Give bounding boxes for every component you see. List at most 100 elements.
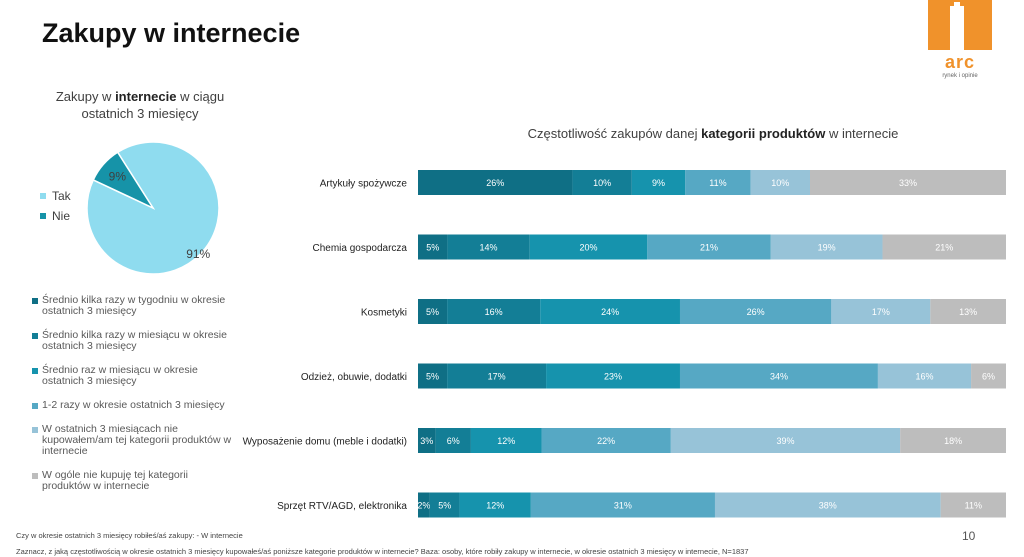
bar-segment [459, 492, 531, 518]
bar-category-label: Kosmetyki [361, 308, 407, 319]
bar-value-label: 2% [417, 501, 430, 511]
bar-segment [418, 492, 430, 518]
bar-segment [631, 170, 686, 195]
bar-legend-item: Średnio kilka razy w tygodniu w okresie … [32, 295, 232, 317]
pie-legend-label: Nie [52, 209, 71, 223]
bar-segment [900, 428, 1006, 453]
bar-title-part: w internecie [825, 126, 899, 141]
bar-value-label: 23% [604, 372, 622, 382]
bar-value-label: 39% [776, 436, 794, 446]
bar-value-label: 16% [485, 307, 503, 317]
bar-segment [679, 299, 832, 324]
bar-segment [971, 363, 1006, 389]
bar-value-label: 22% [597, 436, 615, 446]
page-title: Zakupy w internecie [42, 18, 301, 48]
bar-segment [418, 428, 436, 453]
pie-title-bold: internecie [115, 89, 177, 104]
bar-segment [685, 170, 751, 195]
bar-segment [940, 492, 1006, 518]
legend-swatch [40, 193, 46, 199]
pie-value-label: 9% [109, 170, 127, 184]
bar-value-label: 19% [818, 243, 836, 253]
bar-legend: Średnio kilka razy w tygodniu w okresie … [32, 295, 232, 505]
bar-value-label: 9% [652, 178, 665, 188]
pie-legend: Tak Nie [40, 186, 71, 226]
legend-swatch [32, 427, 38, 433]
legend-swatch [32, 368, 38, 374]
bar-segment [882, 234, 1006, 260]
bar-segment [418, 234, 448, 260]
bar-value-label: 11% [965, 501, 982, 511]
bar-value-label: 5% [426, 243, 439, 253]
bar-value-label: 13% [959, 307, 977, 317]
bar-segment [831, 299, 931, 324]
bar-value-label: 20% [580, 243, 598, 253]
pie-title-part: Zakupy w [55, 89, 116, 104]
bar-segment [447, 234, 530, 260]
bar-segment [770, 234, 883, 260]
bar-segment [447, 363, 547, 389]
bar-value-label: 5% [438, 501, 451, 511]
bar-legend-label: Średnio kilka razy w miesiącu w okresie … [42, 329, 227, 352]
bar-chart-title: Częstotliwość zakupów danej kategorii pr… [418, 126, 1008, 141]
bar-category-label: Artykuły spożywcze [320, 179, 408, 190]
bar-value-label: 11% [709, 178, 726, 188]
page-number: 10 [962, 529, 976, 543]
bar-value-label: 21% [700, 243, 718, 253]
footnote-question-1: Czy w okresie ostatnich 3 miesięcy robił… [16, 531, 243, 540]
bar-value-label: 14% [480, 243, 498, 253]
bar-value-label: 17% [872, 307, 890, 317]
bar-segment [930, 299, 1006, 324]
pie-legend-item: Tak [40, 186, 71, 206]
bar-category-label: Chemia gospodarcza [313, 243, 408, 254]
bar-legend-label: Średnio kilka razy w tygodniu w okresie … [42, 294, 226, 317]
pie-title-part: w ciągu ostatnich 3 miesięcy [81, 89, 225, 121]
bar-value-label: 6% [982, 372, 995, 382]
bar-legend-item: Średnio kilka razy w miesiącu w okresie … [32, 330, 232, 352]
legend-swatch [32, 333, 38, 339]
bar-legend-label: Średnio raz w miesiącu w okresie ostatni… [42, 364, 198, 387]
bar-segment [447, 299, 541, 324]
legend-swatch [32, 403, 38, 409]
pie-legend-item: Nie [40, 206, 71, 226]
bar-value-label: 10% [593, 178, 611, 188]
bar-value-label: 24% [601, 307, 619, 317]
bar-value-label: 10% [771, 178, 789, 188]
bar-segment [540, 299, 680, 324]
bar-segment [418, 299, 448, 324]
bar-segment [529, 234, 648, 260]
bar-value-label: 21% [935, 243, 953, 253]
bar-segment [530, 492, 715, 518]
pie-chart: 91% 9% [86, 141, 220, 275]
bar-category-label: Odzież, obuwie, dodatki [301, 372, 407, 383]
bar-value-label: 33% [899, 178, 917, 188]
bar-legend-item: Średnio raz w miesiącu w okresie ostatni… [32, 365, 232, 387]
bar-value-label: 26% [747, 307, 765, 317]
bar-value-label: 18% [944, 436, 962, 446]
bar-value-label: 34% [770, 372, 788, 382]
bar-segment [418, 363, 448, 389]
bar-value-label: 31% [614, 501, 632, 511]
bar-value-label: 6% [447, 436, 460, 446]
bar-legend-item: W ostatnich 3 miesiącach nie kupowałem/a… [32, 424, 232, 457]
bar-category-label: Sprzęt RTV/AGD, elektronika [277, 501, 407, 512]
bar-segment [810, 170, 1006, 195]
pie-chart-title: Zakupy w internecie w ciągu ostatnich 3 … [40, 88, 240, 122]
bar-value-label: 3% [420, 436, 433, 446]
bar-segment [877, 363, 972, 389]
arc-logo-icon [928, 0, 992, 50]
pie-legend-label: Tak [52, 189, 71, 203]
bar-category-label: Wyposażenie domu (meble i dodatki) [243, 437, 407, 448]
bar-segment [679, 363, 878, 389]
bar-legend-item: 1-2 razy w okresie ostatnich 3 miesięcy [32, 400, 232, 411]
bar-title-bold: kategorii produktów [701, 126, 826, 141]
bar-segment [435, 428, 471, 453]
bar-segment [670, 428, 901, 453]
pie-slice-nie [92, 151, 156, 210]
bar-segment [714, 492, 941, 518]
bar-segment [429, 492, 460, 518]
pie-value-label: 91% [186, 247, 210, 261]
bar-value-label: 12% [486, 501, 504, 511]
legend-swatch [32, 298, 38, 304]
